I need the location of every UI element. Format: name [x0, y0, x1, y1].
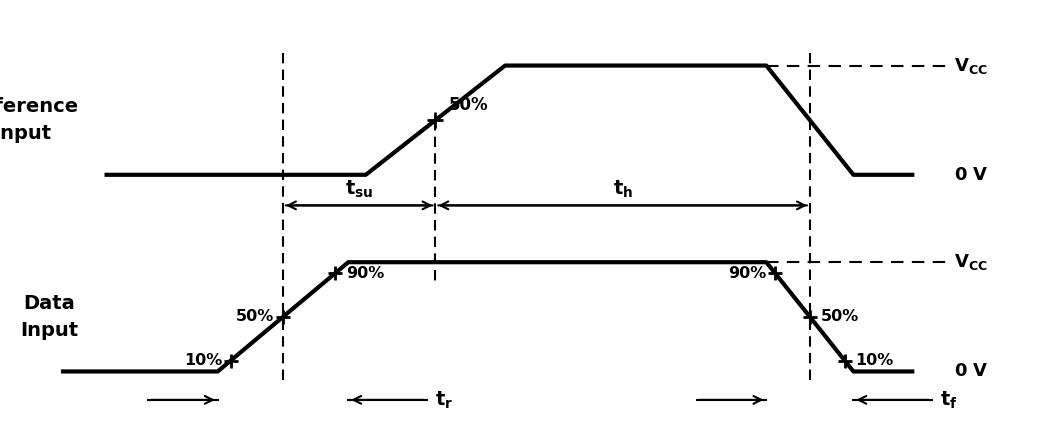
Text: 50%: 50% [820, 309, 859, 324]
Text: 10%: 10% [855, 353, 893, 368]
Text: $\mathbf{0\ V}$: $\mathbf{0\ V}$ [953, 166, 988, 184]
Text: 50%: 50% [236, 309, 274, 324]
Text: 90%: 90% [346, 266, 384, 281]
Text: Data
Input: Data Input [20, 294, 78, 340]
Text: $\mathbf{t_h}$: $\mathbf{t_h}$ [612, 179, 632, 200]
Text: $\mathbf{V_{CC}}$: $\mathbf{V_{CC}}$ [953, 55, 988, 76]
Text: Reference
Input: Reference Input [0, 97, 78, 143]
Text: $\mathbf{t_f}$: $\mathbf{t_f}$ [940, 389, 958, 410]
Text: $\mathbf{t_{su}}$: $\mathbf{t_{su}}$ [345, 179, 373, 200]
Text: $\mathbf{t_r}$: $\mathbf{t_r}$ [436, 389, 454, 410]
Text: $\mathbf{0\ V}$: $\mathbf{0\ V}$ [953, 362, 988, 381]
Text: 50%: 50% [448, 96, 488, 114]
Text: $\mathbf{V_{CC}}$: $\mathbf{V_{CC}}$ [953, 252, 988, 272]
Text: 90%: 90% [728, 266, 766, 281]
Text: 10%: 10% [184, 353, 222, 368]
